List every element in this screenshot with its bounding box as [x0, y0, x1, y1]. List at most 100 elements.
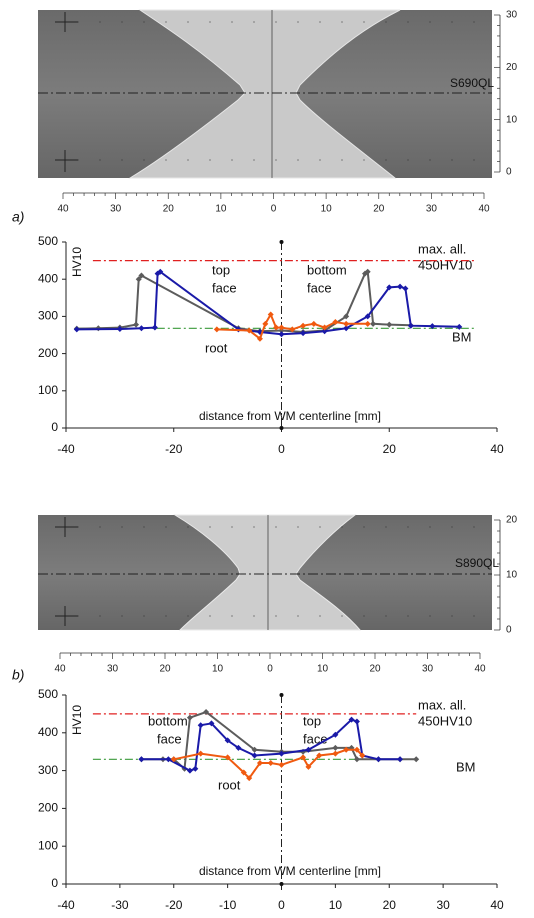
point — [197, 722, 204, 729]
point — [278, 750, 285, 757]
annotation: 450HV10 — [418, 257, 472, 272]
ruler-label: 0 — [506, 625, 512, 636]
annotation: max. all. — [418, 697, 466, 712]
ruler-label: 30 — [107, 664, 119, 675]
point — [138, 325, 145, 332]
point — [251, 746, 258, 753]
point — [208, 720, 215, 727]
x-tick-label: 0 — [278, 898, 285, 912]
point — [278, 761, 285, 768]
point — [289, 326, 296, 333]
point — [343, 313, 350, 320]
steel-label: S690QL — [450, 76, 494, 90]
y-tick-label: 400 — [38, 725, 58, 739]
x-tick-label: 10 — [329, 898, 343, 912]
annotation: root — [205, 340, 228, 355]
x-tick-label: 20 — [383, 442, 397, 456]
point — [262, 320, 269, 327]
point — [246, 775, 253, 782]
y-tick-label: 500 — [38, 234, 58, 248]
point — [429, 323, 436, 330]
annotation: BM — [452, 329, 472, 344]
x-tick-label: 30 — [436, 898, 450, 912]
point — [364, 320, 371, 327]
ruler-label: 20 — [369, 664, 381, 675]
point — [300, 754, 307, 761]
point — [203, 709, 210, 716]
point — [138, 756, 145, 763]
point — [332, 318, 339, 325]
point — [343, 746, 350, 753]
annotation: max. all. — [418, 241, 466, 256]
x-axis-title: distance from WM centerline [mm] — [199, 864, 381, 878]
x-tick-label: -40 — [57, 442, 75, 456]
point — [397, 756, 404, 763]
point — [157, 268, 164, 275]
point — [224, 737, 231, 744]
y-tick-label: 400 — [38, 271, 58, 285]
annotation: face — [212, 280, 237, 295]
annotation: root — [218, 777, 241, 792]
point — [278, 331, 285, 338]
point — [138, 272, 145, 279]
ruler-label: 20 — [506, 62, 518, 73]
y-tick-label: 300 — [38, 309, 58, 323]
point — [332, 744, 339, 751]
point — [364, 313, 371, 320]
y-tick-label: 500 — [38, 687, 58, 701]
ruler-label: 30 — [422, 664, 434, 675]
point — [278, 324, 285, 331]
ruler-label: 10 — [212, 664, 224, 675]
point — [359, 752, 366, 759]
point — [300, 322, 307, 329]
point — [224, 754, 231, 761]
point — [364, 268, 371, 275]
annotation: top — [212, 262, 230, 277]
macrograph: S690QL — [38, 9, 494, 179]
point — [186, 714, 193, 721]
annotation: top — [303, 713, 321, 728]
ruler-label: 10 — [506, 114, 518, 125]
y-axis-title: HV10 — [70, 705, 84, 735]
ruler-label: 10 — [317, 664, 329, 675]
point — [256, 335, 263, 342]
point — [240, 769, 247, 776]
centerline-dot — [279, 882, 284, 886]
y-axis-title: HV10 — [70, 247, 84, 277]
annotation: bottom — [307, 262, 347, 277]
ruler-label: 40 — [54, 664, 66, 675]
point — [316, 752, 323, 759]
y-tick-label: 200 — [38, 801, 58, 815]
ruler-label: 0 — [271, 204, 277, 215]
point — [170, 756, 177, 763]
ruler-label: 0 — [506, 167, 512, 178]
x-tick-label: 40 — [490, 442, 504, 456]
point — [256, 760, 263, 767]
x-tick-label: 0 — [278, 442, 285, 456]
point — [213, 326, 220, 333]
point — [273, 324, 280, 331]
ruler-label: 0 — [267, 664, 273, 675]
y-tick-label: 200 — [38, 346, 58, 360]
point — [321, 324, 328, 331]
point — [192, 765, 199, 772]
point — [332, 731, 339, 738]
ruler-label: 40 — [478, 204, 490, 215]
x-tick-label: -30 — [111, 898, 129, 912]
ruler-label: 20 — [159, 664, 171, 675]
panel-label: a) — [12, 209, 24, 225]
point — [375, 756, 382, 763]
point — [186, 767, 193, 774]
point — [332, 750, 339, 757]
ruler-label: 40 — [57, 204, 69, 215]
point — [353, 746, 360, 753]
panel-label: b) — [12, 667, 24, 683]
point — [310, 320, 317, 327]
ruler-label: 30 — [110, 204, 122, 215]
point — [73, 326, 80, 333]
point — [397, 283, 404, 290]
x-axis-title: distance from WM centerline [mm] — [199, 409, 381, 423]
annotation: face — [307, 280, 332, 295]
point — [267, 311, 274, 318]
